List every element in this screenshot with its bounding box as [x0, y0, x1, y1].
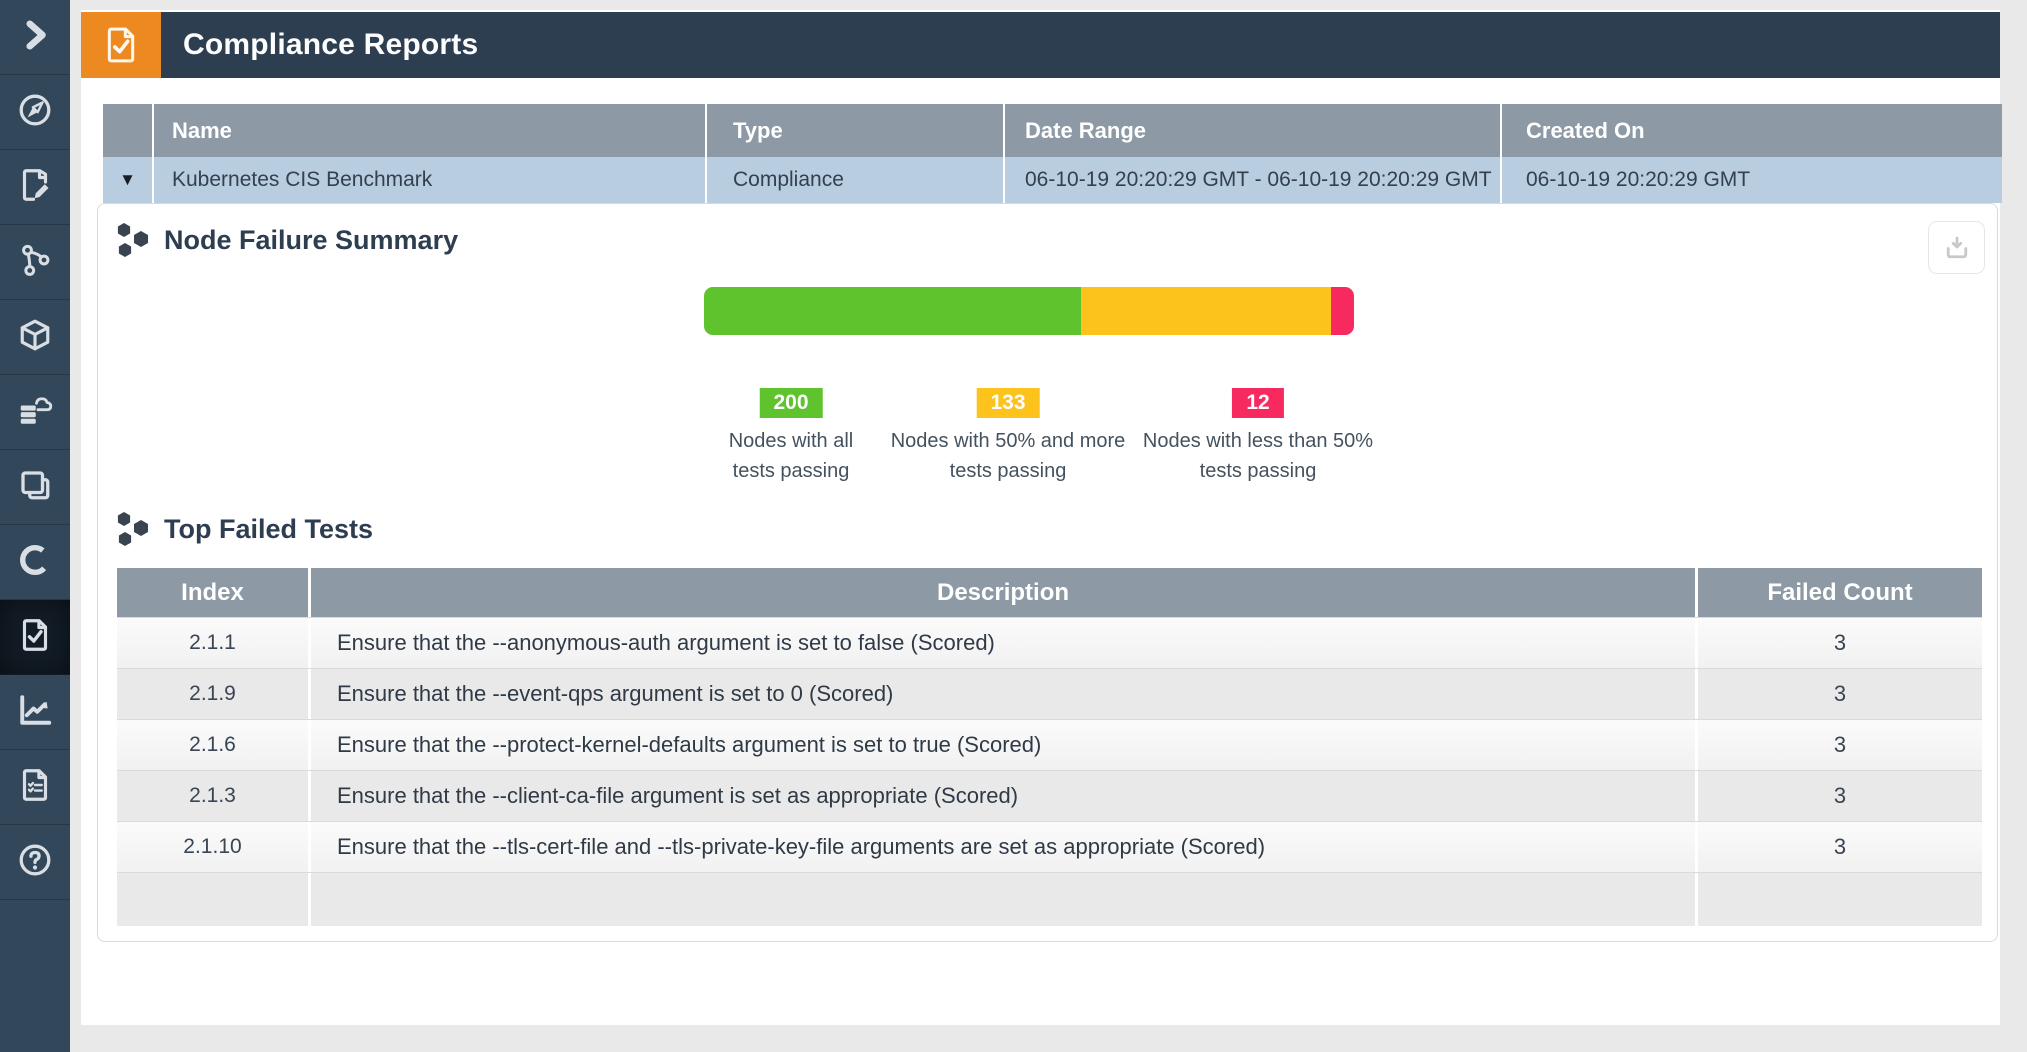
compliance-reports-icon: [81, 12, 161, 78]
caret-down-icon: ▼: [119, 170, 136, 189]
test-description: Ensure that the --client-ca-file argumen…: [308, 771, 1695, 821]
report-row[interactable]: ▼ Kubernetes CIS Benchmark Compliance 06…: [103, 157, 2002, 203]
test-failed-count: 3: [1695, 618, 1982, 668]
node-failure-summary-header: Node Failure Summary: [114, 220, 458, 260]
failed-tests-table: Index Description Failed Count 2.1.1 Ens…: [117, 568, 1982, 926]
reports-table: Name Type Date Range Created On ▼ Kubern…: [103, 104, 2002, 203]
table-row[interactable]: 2.1.6 Ensure that the --protect-kernel-d…: [117, 719, 1982, 770]
download-icon: [1946, 236, 1967, 258]
sidebar-item-policy[interactable]: [0, 150, 70, 225]
section-title: Top Failed Tests: [164, 513, 374, 544]
test-index: 2.1.3: [189, 784, 236, 807]
sidebar-item-compliance[interactable]: [0, 600, 70, 675]
cloud-database-icon: [17, 392, 53, 433]
test-failed-count: 3: [1695, 822, 1982, 872]
test-description: Ensure that the --event-qps argument is …: [308, 669, 1695, 719]
checklist-document-icon: [17, 767, 53, 808]
legend-label-line2: tests passing: [949, 460, 1067, 482]
section-title: Node Failure Summary: [164, 224, 459, 255]
bar-segment-passing: [704, 287, 1081, 335]
column-header-created-on[interactable]: Created On: [1500, 104, 2002, 157]
column-header-index[interactable]: Index: [181, 578, 244, 606]
chevron-right-icon: [17, 17, 53, 58]
sidebar-item-assets[interactable]: [0, 300, 70, 375]
sidebar-item-reports[interactable]: [0, 675, 70, 750]
test-index: 2.1.6: [189, 733, 236, 756]
help-circle-icon: [17, 842, 53, 883]
legend-label-line1: Nodes with 50% and more: [890, 430, 1126, 452]
column-header-description[interactable]: Description: [308, 568, 1695, 617]
ring-icon: [17, 542, 53, 583]
node-failure-stacked-bar: [704, 287, 1354, 335]
reports-table-header: Name Type Date Range Created On: [103, 104, 2002, 157]
sidebar-item-audit[interactable]: [0, 750, 70, 825]
top-failed-tests-header: Top Failed Tests: [114, 509, 373, 549]
sidebar-item-containers[interactable]: [0, 450, 70, 525]
legend-label-line2: tests passing: [1199, 460, 1317, 482]
legend-label-line1: Nodes with all: [728, 430, 854, 452]
column-header-failed-count[interactable]: Failed Count: [1695, 568, 1982, 617]
table-row[interactable]: 2.1.1 Ensure that the --anonymous-auth a…: [117, 617, 1982, 668]
sidebar-item-registries[interactable]: [0, 375, 70, 450]
sidebar-expand-button[interactable]: [0, 0, 70, 75]
cube-icon: [17, 317, 53, 358]
report-name: Kubernetes CIS Benchmark: [152, 157, 705, 203]
legend-item-failing: 12 Nodes with less than 50% tests passin…: [1143, 388, 1373, 486]
sidebar-item-network-activity[interactable]: [0, 225, 70, 300]
table-row-empty: [117, 872, 1982, 926]
legend-item-passing: 200 Nodes with all tests passing: [728, 388, 854, 486]
bar-segment-failing: [1331, 287, 1354, 335]
test-failed-count: 3: [1695, 720, 1982, 770]
test-index: 2.1.10: [183, 835, 242, 858]
layers-icon: [17, 467, 53, 508]
test-index: 2.1.1: [189, 631, 236, 654]
sidebar-item-dashboard[interactable]: [0, 75, 70, 150]
test-description: Ensure that the --anonymous-auth argumen…: [308, 618, 1695, 668]
failed-tests-table-header: Index Description Failed Count: [117, 568, 1982, 617]
sidebar-item-help[interactable]: [0, 825, 70, 900]
column-header-name[interactable]: Name: [152, 104, 705, 157]
document-edit-icon: [17, 167, 53, 208]
page-title: Compliance Reports: [183, 28, 479, 61]
download-button[interactable]: [1928, 221, 1985, 274]
row-expander[interactable]: ▼: [103, 157, 152, 203]
hexagon-cluster-icon: [117, 223, 148, 257]
table-row[interactable]: 2.1.9 Ensure that the --event-qps argume…: [117, 668, 1982, 719]
column-header-date-range[interactable]: Date Range: [1003, 104, 1500, 157]
hexagon-cluster-icon: [117, 512, 148, 546]
report-type: Compliance: [705, 157, 1003, 203]
legend-value-badge: 200: [759, 388, 823, 418]
bar-segment-partial: [1080, 287, 1332, 335]
column-header-type[interactable]: Type: [705, 104, 1003, 157]
legend-label-line1: Nodes with less than 50%: [1142, 430, 1374, 452]
legend-label-line2: tests passing: [732, 460, 850, 482]
test-index: [117, 873, 308, 926]
legend-value-badge: 12: [1232, 388, 1284, 418]
page-header: Compliance Reports: [81, 12, 2000, 78]
report-created-on: 06-10-19 20:20:29 GMT: [1500, 157, 2002, 203]
sidebar: [0, 0, 70, 1052]
compass-icon: [17, 92, 53, 133]
branch-nodes-icon: [17, 242, 53, 283]
test-description: Ensure that the --protect-kernel-default…: [308, 720, 1695, 770]
test-index: 2.1.9: [189, 682, 236, 705]
test-failed-count: 3: [1695, 771, 1982, 821]
sidebar-item-risk[interactable]: [0, 525, 70, 600]
legend-value-badge: 133: [976, 388, 1040, 418]
test-failed-count: [1695, 873, 1982, 926]
table-row[interactable]: 2.1.10 Ensure that the --tls-cert-file a…: [117, 821, 1982, 872]
report-date-range: 06-10-19 20:20:29 GMT - 06-10-19 20:20:2…: [1003, 157, 1500, 203]
line-chart-icon: [17, 692, 53, 733]
table-row[interactable]: 2.1.3 Ensure that the --client-ca-file a…: [117, 770, 1982, 821]
test-failed-count: 3: [1695, 669, 1982, 719]
test-description: Ensure that the --tls-cert-file and --tl…: [308, 822, 1695, 872]
test-description: [308, 873, 1695, 926]
document-check-icon: [17, 617, 53, 658]
legend-item-partial: 133 Nodes with 50% and more tests passin…: [890, 388, 1126, 486]
